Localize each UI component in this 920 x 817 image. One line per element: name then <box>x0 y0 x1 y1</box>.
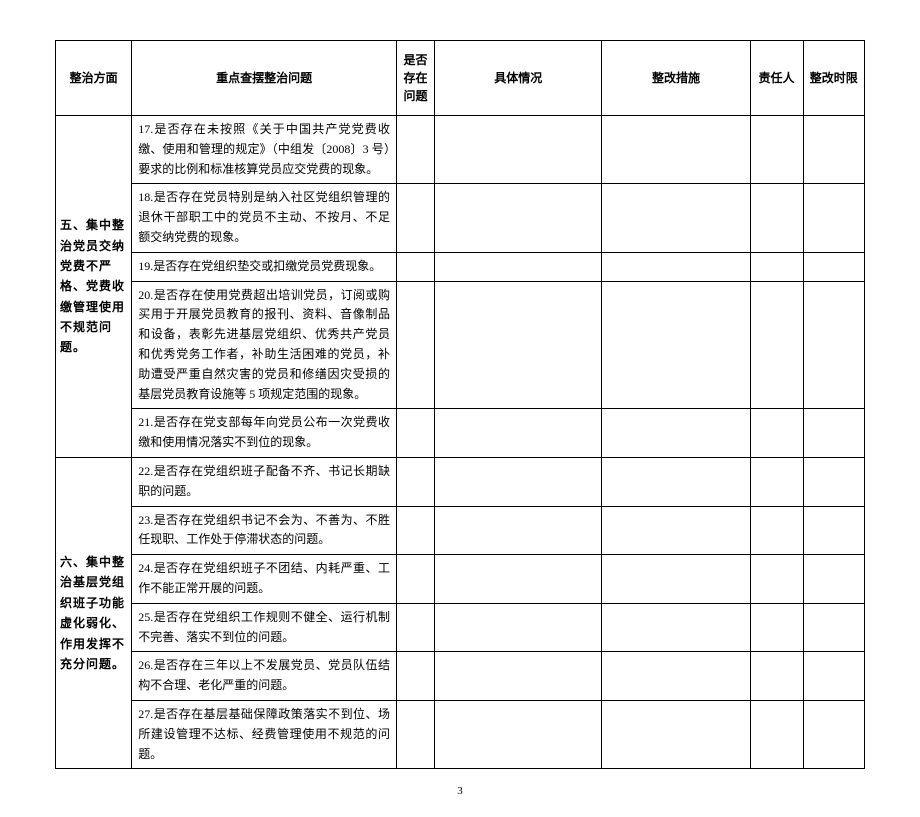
empty-cell <box>435 252 602 281</box>
table-row: 六、集中整治基层党组织班子功能虚化弱化、作用发挥不充分问题。22.是否存在党组织… <box>56 457 865 506</box>
header-detail: 具体情况 <box>435 41 602 116</box>
issue-cell: 21.是否存在党支部每年向党员公布一次党费收缴和使用情况落实不到位的现象。 <box>132 409 397 458</box>
table-row: 27.是否存在基层基础保障政策落实不到位、场所建设管理不达标、经费管理使用不规范… <box>56 700 865 768</box>
issue-cell: 26.是否存在三年以上不发展党员、党员队伍结构不合理、老化严重的问题。 <box>132 652 397 701</box>
issue-cell: 18.是否存在党员特别是纳入社区党组织管理的退休干部职工中的党员不主动、不按月、… <box>132 184 397 252</box>
empty-cell <box>602 184 750 252</box>
empty-cell <box>396 252 434 281</box>
empty-cell <box>396 603 434 652</box>
empty-cell <box>602 603 750 652</box>
empty-cell <box>602 555 750 604</box>
empty-cell <box>396 409 434 458</box>
table-row: 19.是否存在党组织垫交或扣缴党员党费现象。 <box>56 252 865 281</box>
empty-cell <box>435 603 602 652</box>
empty-cell <box>803 603 864 652</box>
empty-cell <box>435 409 602 458</box>
issue-cell: 24.是否存在党组织班子不团结、内耗严重、工作不能正常开展的问题。 <box>132 555 397 604</box>
empty-cell <box>750 603 803 652</box>
empty-cell <box>435 116 602 184</box>
empty-cell <box>803 116 864 184</box>
empty-cell <box>396 555 434 604</box>
aspect-cell: 五、集中整治党员交纳党费不严格、党费收缴管理使用不规范问题。 <box>56 116 132 458</box>
empty-cell <box>750 457 803 506</box>
empty-cell <box>803 252 864 281</box>
table-row: 26.是否存在三年以上不发展党员、党员队伍结构不合理、老化严重的问题。 <box>56 652 865 701</box>
empty-cell <box>750 252 803 281</box>
empty-cell <box>602 652 750 701</box>
empty-cell <box>750 184 803 252</box>
empty-cell <box>602 457 750 506</box>
empty-cell <box>435 281 602 409</box>
empty-cell <box>435 555 602 604</box>
table-row: 五、集中整治党员交纳党费不严格、党费收缴管理使用不规范问题。17.是否存在未按照… <box>56 116 865 184</box>
empty-cell <box>602 116 750 184</box>
header-measure: 整改措施 <box>602 41 750 116</box>
empty-cell <box>435 506 602 555</box>
empty-cell <box>750 555 803 604</box>
header-time: 整改时限 <box>803 41 864 116</box>
empty-cell <box>435 184 602 252</box>
empty-cell <box>750 281 803 409</box>
empty-cell <box>602 281 750 409</box>
issue-cell: 27.是否存在基层基础保障政策落实不到位、场所建设管理不达标、经费管理使用不规范… <box>132 700 397 768</box>
empty-cell <box>602 409 750 458</box>
empty-cell <box>803 506 864 555</box>
table-row: 23.是否存在党组织书记不会为、不善为、不胜任现职、工作处于停滞状态的问题。 <box>56 506 865 555</box>
empty-cell <box>750 506 803 555</box>
empty-cell <box>803 409 864 458</box>
empty-cell <box>396 700 434 768</box>
issue-cell: 17.是否存在未按照《关于中国共产党党费收缴、使用和管理的规定》（中组发〔200… <box>132 116 397 184</box>
table-row: 18.是否存在党员特别是纳入社区党组织管理的退休干部职工中的党员不主动、不按月、… <box>56 184 865 252</box>
empty-cell <box>435 700 602 768</box>
empty-cell <box>750 700 803 768</box>
table-row: 20.是否存在使用党费超出培训党员，订阅或购买用于开展党员教育的报刊、资料、音像… <box>56 281 865 409</box>
empty-cell <box>803 700 864 768</box>
issue-cell: 19.是否存在党组织垫交或扣缴党员党费现象。 <box>132 252 397 281</box>
header-person: 责任人 <box>750 41 803 116</box>
empty-cell <box>435 652 602 701</box>
empty-cell <box>602 506 750 555</box>
aspect-cell: 六、集中整治基层党组织班子功能虚化弱化、作用发挥不充分问题。 <box>56 457 132 768</box>
empty-cell <box>803 457 864 506</box>
empty-cell <box>750 409 803 458</box>
empty-cell <box>602 700 750 768</box>
table-row: 25.是否存在党组织工作规则不健全、运行机制不完善、落实不到位的问题。 <box>56 603 865 652</box>
header-exist: 是否存在问题 <box>396 41 434 116</box>
issue-cell: 20.是否存在使用党费超出培训党员，订阅或购买用于开展党员教育的报刊、资料、音像… <box>132 281 397 409</box>
table-row: 24.是否存在党组织班子不团结、内耗严重、工作不能正常开展的问题。 <box>56 555 865 604</box>
issue-cell: 22.是否存在党组织班子配备不齐、书记长期缺职的问题。 <box>132 457 397 506</box>
empty-cell <box>803 555 864 604</box>
empty-cell <box>396 281 434 409</box>
empty-cell <box>396 184 434 252</box>
issue-cell: 25.是否存在党组织工作规则不健全、运行机制不完善、落实不到位的问题。 <box>132 603 397 652</box>
issue-cell: 23.是否存在党组织书记不会为、不善为、不胜任现职、工作处于停滞状态的问题。 <box>132 506 397 555</box>
page-number: 3 <box>55 785 865 797</box>
header-issue: 重点查摆整治问题 <box>132 41 397 116</box>
empty-cell <box>803 652 864 701</box>
rectification-table: 整治方面 重点查摆整治问题 是否存在问题 具体情况 整改措施 责任人 整改时限 … <box>55 40 865 769</box>
empty-cell <box>602 252 750 281</box>
table-body: 五、集中整治党员交纳党费不严格、党费收缴管理使用不规范问题。17.是否存在未按照… <box>56 116 865 769</box>
table-header-row: 整治方面 重点查摆整治问题 是否存在问题 具体情况 整改措施 责任人 整改时限 <box>56 41 865 116</box>
empty-cell <box>803 281 864 409</box>
table-row: 21.是否存在党支部每年向党员公布一次党费收缴和使用情况落实不到位的现象。 <box>56 409 865 458</box>
empty-cell <box>396 457 434 506</box>
empty-cell <box>396 652 434 701</box>
header-aspect: 整治方面 <box>56 41 132 116</box>
empty-cell <box>396 506 434 555</box>
empty-cell <box>435 457 602 506</box>
empty-cell <box>396 116 434 184</box>
empty-cell <box>803 184 864 252</box>
empty-cell <box>750 116 803 184</box>
empty-cell <box>750 652 803 701</box>
